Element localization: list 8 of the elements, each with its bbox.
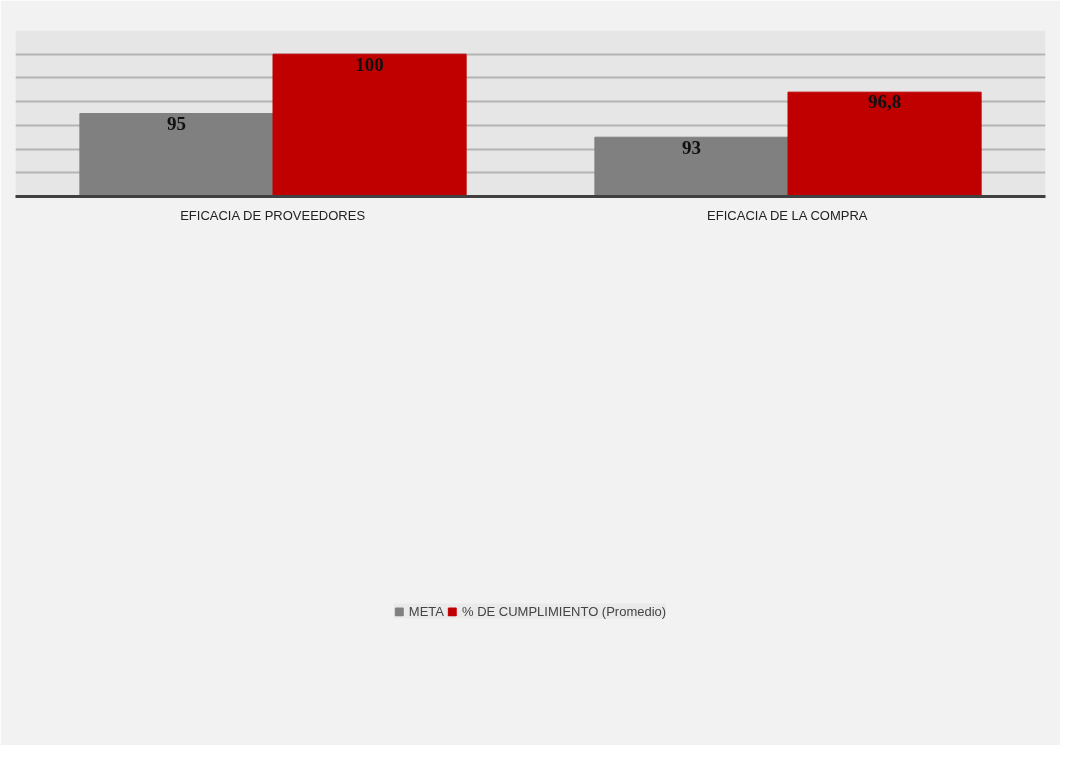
data-label: 100 [355, 53, 384, 75]
x-tick-label: EFICACIA DE LA COMPRA [707, 207, 868, 223]
data-label: 95 [166, 112, 186, 134]
data-label: 96,8 [867, 91, 902, 113]
legend-label: META [408, 603, 444, 619]
data-label: 93 [681, 136, 701, 158]
x-tick-label: EFICACIA DE PROVEEDORES [180, 207, 366, 223]
legend-label: % DE CUMPLIMIENTO (Promedio) [461, 603, 667, 619]
